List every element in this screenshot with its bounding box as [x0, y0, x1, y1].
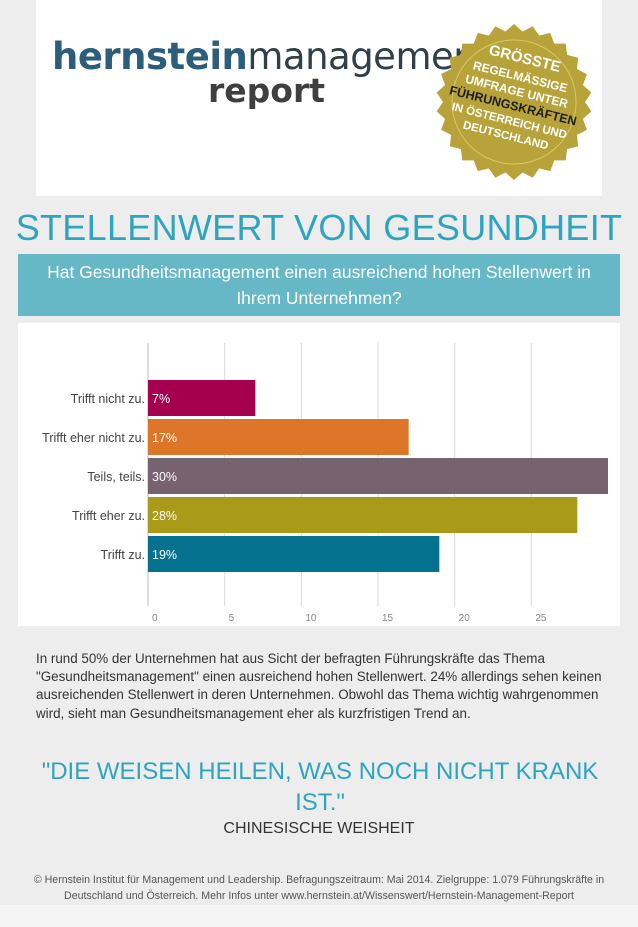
bar: [148, 497, 578, 533]
x-tick-label: 10: [305, 613, 317, 624]
data-label: 7%: [152, 392, 170, 406]
brand-name-bold: hernstein: [52, 35, 248, 78]
x-tick-label: 5: [229, 613, 235, 624]
bar: [148, 380, 256, 416]
page-title: STELLENWERT VON GESUNDHEIT: [15, 207, 623, 248]
footer-band: [0, 905, 638, 927]
brand-subtitle: report: [208, 71, 325, 110]
category-label: Trifft eher nicht zu.: [42, 431, 145, 445]
survey-question-text: Hat Gesundheitsmanagement einen ausreich…: [47, 262, 591, 308]
footer-copyright: © Hernstein Institut für Management und …: [33, 874, 605, 902]
brand-name-light: management: [247, 35, 491, 78]
x-tick-label: 25: [535, 613, 547, 624]
category-label: Trifft nicht zu.: [71, 392, 145, 406]
header-logo-area: hernsteinmanagement report GRÖSSTE REGELM…: [36, 0, 602, 196]
data-label: 30%: [152, 470, 177, 484]
brand-logo: hernsteinmanagement: [52, 35, 491, 78]
quote-source: CHINESISCHE WEISHEIT: [223, 820, 415, 837]
summary-paragraph: In rund 50% der Unternehmen hat aus Sich…: [36, 651, 602, 721]
quote: "DIE WEISEN HEILEN, WAS NOCH NICHT KRANK…: [41, 758, 599, 816]
bar: [148, 536, 440, 572]
seal-shape: [436, 24, 592, 180]
survey-question: Hat Gesundheitsmanagement einen ausreich…: [18, 254, 620, 316]
bar-chart: 0 5 10 15 20 25 Trifft nicht zu. 7% Trifft eher …: [18, 323, 620, 626]
bar-chart-canvas: 0 5 10 15 20 25 Trifft nicht zu. 7% Trifft eher …: [42, 343, 608, 624]
category-label: Teils, teils.: [87, 470, 145, 484]
data-label: 17%: [152, 431, 177, 445]
category-label: Trifft zu.: [101, 548, 145, 562]
category-label: Trifft eher zu.: [72, 509, 145, 523]
bar: [148, 458, 608, 494]
seal-ring: [451, 39, 577, 165]
x-tick-label: 0: [152, 613, 158, 624]
seal-badge: GRÖSSTE REGELMÄSSIGE UMFRAGE UNTER FÜHRUNGS…: [434, 22, 594, 182]
bar: [148, 419, 409, 455]
data-label: 28%: [152, 509, 177, 523]
x-tick-label: 20: [459, 613, 471, 624]
data-label: 19%: [152, 548, 177, 562]
x-tick-label: 15: [382, 613, 394, 624]
